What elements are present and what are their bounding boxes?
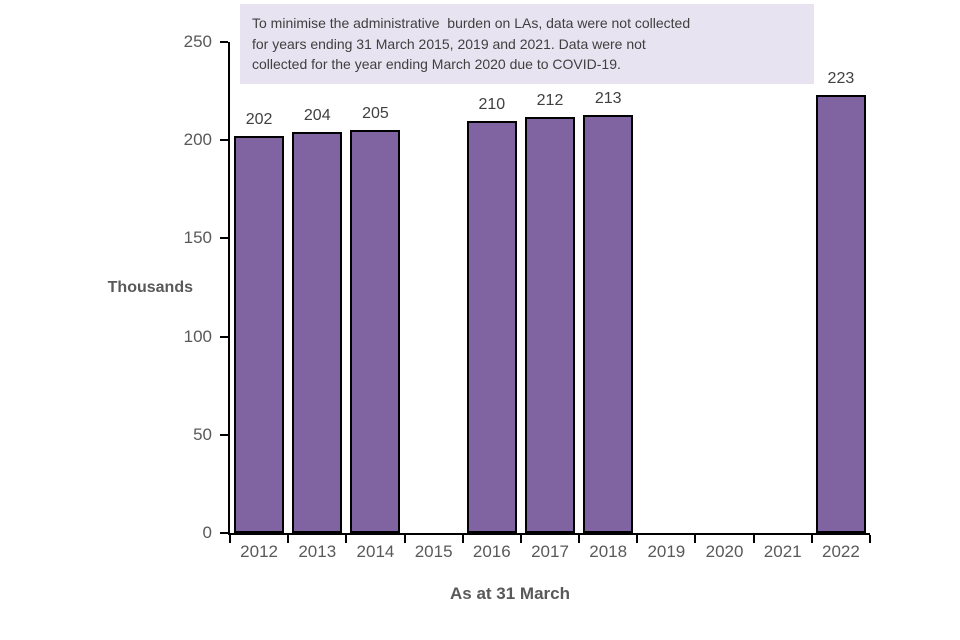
x-tick-mark-2 — [345, 535, 348, 543]
bar-2014 — [350, 130, 401, 533]
y-tick-label-50: 50 — [193, 424, 212, 444]
x-tick-label-2012: 2012 — [240, 542, 278, 561]
bar-value-label-2022: 223 — [827, 70, 855, 88]
x-tick-mark-7 — [636, 535, 639, 543]
bar-value-label-2016: 210 — [478, 95, 506, 113]
x-tick-mark-8 — [694, 535, 697, 543]
annotation-note-line: collected for the year ending March 2020… — [252, 56, 621, 72]
bar-2016 — [466, 120, 517, 533]
y-axis-title: Thousands — [107, 279, 193, 296]
x-tick-mark-6 — [578, 535, 581, 543]
y-tick-mark-250 — [220, 41, 228, 43]
y-tick-label-200: 200 — [183, 130, 212, 150]
y-tick-label-150: 150 — [183, 228, 212, 248]
x-tick-label-2018: 2018 — [589, 542, 628, 561]
x-tick-mark-3 — [403, 535, 406, 543]
x-tick-label-2013: 2013 — [298, 542, 337, 561]
bar-2012 — [234, 136, 285, 533]
annotation-note-line: for years ending 31 March 2015, 2019 and… — [252, 35, 646, 52]
bar-2013 — [292, 132, 343, 533]
x-tick-label-2016: 2016 — [472, 542, 511, 561]
x-tick-label-2019: 2019 — [647, 542, 686, 561]
x-tick-mark-4 — [461, 535, 464, 543]
plot-area: 0 50 100 150 200 250 2012 202 2013 204 2014 205 2015… — [184, 32, 871, 561]
x-tick-label-2020: 2020 — [705, 542, 744, 561]
bar-value-label-2014: 205 — [362, 105, 389, 123]
y-tick-mark-100 — [220, 335, 228, 338]
x-tick-mark-5 — [519, 535, 522, 543]
x-tick-label-2015: 2015 — [414, 542, 453, 561]
y-tick-mark-150 — [220, 237, 228, 240]
bar-2017 — [525, 116, 575, 533]
x-tick-mark-10 — [810, 535, 813, 543]
y-tick-mark-0 — [220, 532, 228, 534]
y-tick-label-250: 250 — [183, 32, 212, 51]
bar-value-label-2017: 212 — [536, 91, 564, 109]
x-tick-label-2014: 2014 — [356, 542, 395, 561]
x-axis-title: As at 31 March — [450, 584, 570, 603]
annotation-note-line: To minimise the administrative burden on… — [252, 15, 691, 31]
bar-2018 — [583, 114, 634, 533]
y-tick-mark-50 — [220, 433, 228, 436]
annotation-note: To minimise the administrative burden on… — [240, 4, 814, 84]
bar-value-label-2018: 213 — [594, 89, 622, 107]
bar-value-label-2013: 204 — [303, 107, 331, 125]
x-tick-mark-9 — [752, 535, 755, 543]
x-tick-mark-0 — [229, 535, 231, 543]
x-tick-label-2017: 2017 — [531, 542, 569, 561]
x-tick-mark-11 — [869, 535, 871, 543]
x-tick-label-2022: 2022 — [821, 542, 860, 561]
y-tick-label-0: 0 — [202, 523, 212, 542]
x-tick-label-2021: 2021 — [763, 542, 802, 561]
y-tick-label-100: 100 — [183, 326, 212, 346]
bar-value-label-2012: 202 — [245, 111, 273, 129]
x-tick-mark-1 — [287, 535, 290, 543]
bar-2022 — [815, 95, 866, 533]
y-tick-mark-200 — [220, 139, 228, 142]
